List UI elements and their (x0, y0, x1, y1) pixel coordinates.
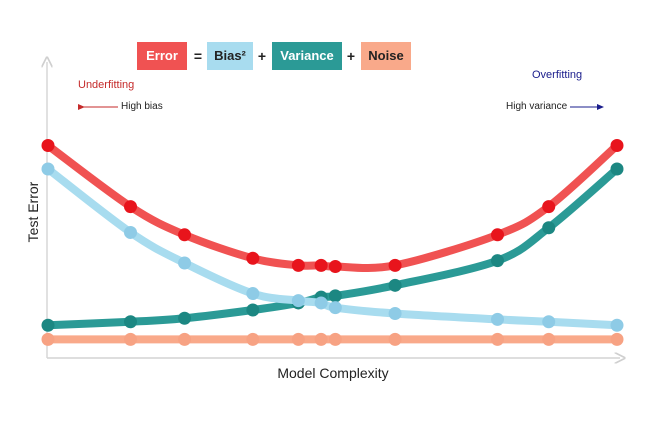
high-bias-label: High bias (121, 101, 163, 112)
data-point-variance-8 (491, 254, 505, 268)
data-point-bias-0 (41, 162, 55, 176)
data-point-bias-10 (610, 318, 624, 332)
data-point-variance-0 (41, 318, 55, 332)
data-point-error-6 (328, 260, 342, 274)
data-point-error-2 (178, 228, 192, 242)
data-point-bias-1 (124, 225, 138, 239)
data-point-variance-10 (610, 162, 624, 176)
data-point-bias-8 (491, 312, 505, 326)
data-point-variance-1 (124, 315, 138, 329)
equation-plus-2: + (346, 48, 356, 64)
data-point-noise-8 (491, 332, 505, 346)
x-axis-label: Model Complexity (277, 365, 388, 381)
data-point-error-5 (314, 258, 328, 272)
equation-error-box: Error (137, 42, 187, 70)
y-axis-label: Test Error (25, 181, 41, 242)
data-point-error-0 (41, 139, 55, 152)
data-point-error-10 (610, 139, 624, 152)
data-point-noise-4 (291, 332, 305, 346)
data-point-noise-10 (610, 332, 624, 346)
data-point-bias-2 (178, 256, 192, 270)
data-point-bias-9 (542, 315, 556, 329)
data-point-variance-7 (388, 278, 402, 292)
data-point-variance-3 (246, 303, 260, 317)
data-point-error-9 (542, 200, 556, 214)
high-variance-label: High variance (506, 101, 568, 112)
series-layer (41, 139, 624, 346)
equation-variance-box: Variance (272, 42, 342, 70)
data-point-bias-7 (388, 307, 402, 321)
data-point-noise-5 (314, 332, 328, 346)
overfitting-label: Overfitting (532, 69, 583, 81)
data-point-noise-2 (178, 332, 192, 346)
equation-bias-box: Bias² (207, 42, 253, 70)
data-point-error-1 (124, 200, 138, 214)
data-point-variance-6 (328, 289, 342, 303)
data-point-noise-6 (328, 332, 342, 346)
data-point-noise-9 (542, 332, 556, 346)
underfitting-label: Underfitting (78, 79, 135, 91)
data-point-error-8 (491, 228, 505, 242)
data-point-bias-3 (246, 287, 260, 301)
data-point-error-7 (388, 258, 402, 272)
equation-plus-1: + (257, 48, 267, 64)
equation-noise-box: Noise (361, 42, 411, 70)
data-point-noise-3 (246, 332, 260, 346)
data-point-bias-6 (328, 301, 342, 315)
data-point-noise-0 (41, 332, 55, 346)
data-point-variance-9 (542, 221, 556, 235)
data-point-variance-2 (178, 311, 192, 325)
data-point-error-3 (246, 251, 260, 265)
equation-equals: = (193, 48, 203, 64)
data-point-error-4 (291, 258, 305, 272)
data-point-noise-7 (388, 332, 402, 346)
data-point-bias-5 (314, 296, 328, 310)
data-point-noise-1 (124, 332, 138, 346)
data-point-bias-4 (291, 294, 305, 308)
